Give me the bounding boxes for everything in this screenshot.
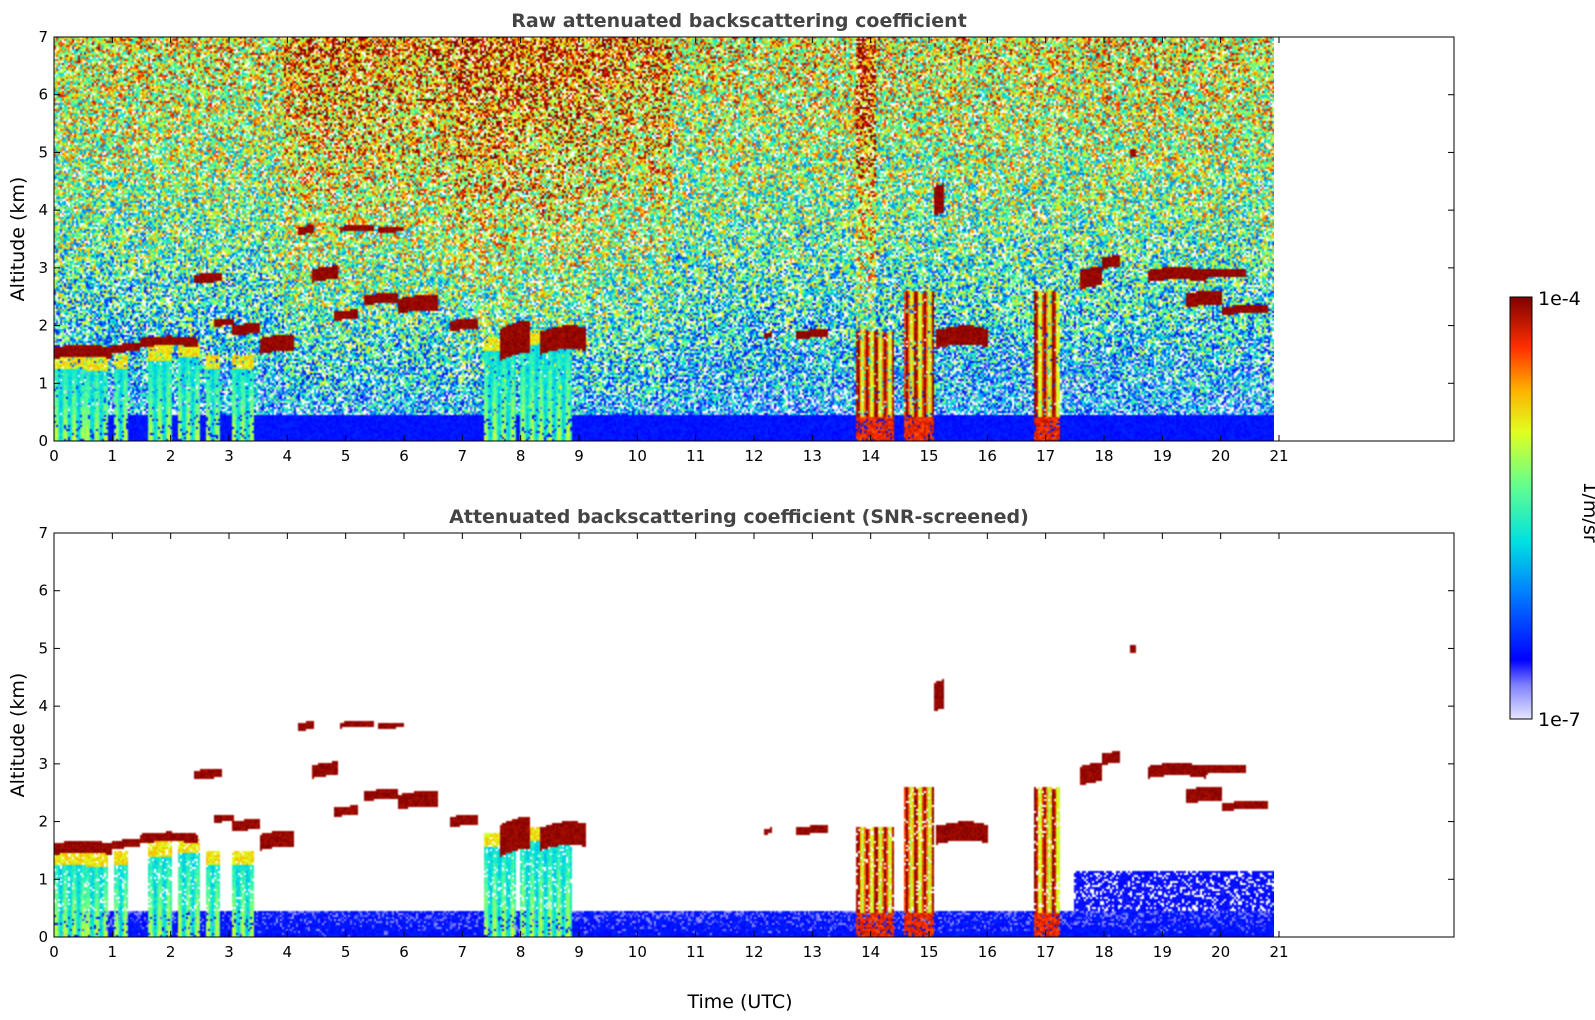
x-tick-label: 6	[399, 943, 409, 961]
x-tick-label: 15	[919, 943, 938, 961]
x-tick-label: 9	[574, 943, 584, 961]
x-tick-label: 21	[1269, 943, 1288, 961]
x-tick-label: 13	[803, 943, 822, 961]
x-tick-label: 5	[341, 447, 351, 465]
axis-ticks: 0 1 2 3 4 5 6 7 8 9 10 11 12 13 14 15 16 17 18 19 20 21012345…	[38, 28, 1454, 465]
x-tick-label: 5	[341, 943, 351, 961]
backscatter-image	[54, 533, 1274, 937]
x-tick-label: 0	[49, 943, 59, 961]
x-tick-label: 14	[861, 447, 880, 465]
panel-title: Raw attenuated backscattering coefficien…	[511, 10, 967, 32]
x-tick-label: 11	[686, 943, 705, 961]
y-tick-label: 6	[38, 582, 48, 600]
y-tick-label: 6	[38, 86, 48, 104]
x-tick-label: 3	[224, 447, 234, 465]
x-tick-label: 4	[283, 447, 293, 465]
x-tick-label: 10	[628, 447, 647, 465]
x-tick-label: 14	[861, 943, 880, 961]
x-tick-label: 13	[803, 447, 822, 465]
x-tick-label: 18	[1094, 943, 1113, 961]
y-tick-label: 3	[38, 755, 48, 773]
panel-title: Attenuated backscattering coefficient (S…	[449, 506, 1029, 528]
colorbar-unit-label: 1/m/sr	[1579, 481, 1595, 542]
x-tick-label: 1	[108, 447, 118, 465]
x-tick-label: 6	[399, 447, 409, 465]
heatmap-raw	[54, 37, 1274, 441]
y-tick-label: 4	[38, 697, 48, 715]
y-tick-label: 2	[38, 317, 48, 335]
y-tick-label: 7	[38, 28, 48, 46]
x-tick-label: 18	[1094, 447, 1113, 465]
x-tick-label: 9	[574, 447, 584, 465]
colorbar: 1e-4 1e-7 1/m/sr	[1509, 288, 1595, 731]
panel-raw: Raw attenuated backscattering coefficien…	[7, 10, 1455, 465]
y-tick-label: 0	[38, 928, 48, 946]
x-tick-label: 17	[1036, 447, 1055, 465]
x-tick-label: 20	[1211, 447, 1230, 465]
x-tick-label: 8	[516, 943, 526, 961]
x-tick-label: 19	[1153, 943, 1172, 961]
x-tick-label: 12	[744, 447, 763, 465]
y-tick-label: 1	[38, 870, 48, 888]
colorbar-max-label: 1e-4	[1538, 288, 1581, 310]
y-tick-label: 3	[38, 259, 48, 277]
y-tick-label: 1	[38, 374, 48, 392]
colorbar-min-label: 1e-7	[1538, 709, 1581, 731]
x-tick-label: 0	[49, 447, 59, 465]
x-tick-label: 12	[744, 943, 763, 961]
axis-ticks: 0 1 2 3 4 5 6 7 8 9 10 11 12 13 14 15 16 17 18 19 20 21012345…	[38, 524, 1454, 961]
x-tick-label: 2	[166, 943, 176, 961]
x-axis-label: Time (UTC)	[686, 991, 792, 1013]
y-tick-label: 0	[38, 432, 48, 450]
y-tick-label: 4	[38, 201, 48, 219]
x-tick-label: 17	[1036, 943, 1055, 961]
y-tick-label: 2	[38, 813, 48, 831]
x-tick-label: 16	[978, 447, 997, 465]
x-tick-label: 10	[628, 943, 647, 961]
x-tick-label: 1	[108, 943, 118, 961]
x-tick-label: 8	[516, 447, 526, 465]
x-tick-label: 7	[458, 943, 468, 961]
y-axis-label: Altitude (km)	[7, 177, 29, 302]
colorbar-gradient	[1509, 296, 1533, 720]
y-axis-label: Altitude (km)	[7, 673, 29, 798]
y-tick-label: 5	[38, 143, 48, 161]
x-tick-label: 11	[686, 447, 705, 465]
heatmap-screened	[54, 533, 1274, 937]
backscatter-image	[54, 37, 1274, 441]
y-tick-label: 5	[38, 639, 48, 657]
x-tick-label: 2	[166, 447, 176, 465]
x-tick-label: 15	[919, 447, 938, 465]
x-tick-label: 3	[224, 943, 234, 961]
x-tick-label: 7	[458, 447, 468, 465]
x-tick-label: 21	[1269, 447, 1288, 465]
x-tick-label: 20	[1211, 943, 1230, 961]
x-tick-label: 16	[978, 943, 997, 961]
x-tick-label: 4	[283, 943, 293, 961]
panel-screened: Attenuated backscattering coefficient (S…	[7, 506, 1455, 1013]
y-tick-label: 7	[38, 524, 48, 542]
x-tick-label: 19	[1153, 447, 1172, 465]
